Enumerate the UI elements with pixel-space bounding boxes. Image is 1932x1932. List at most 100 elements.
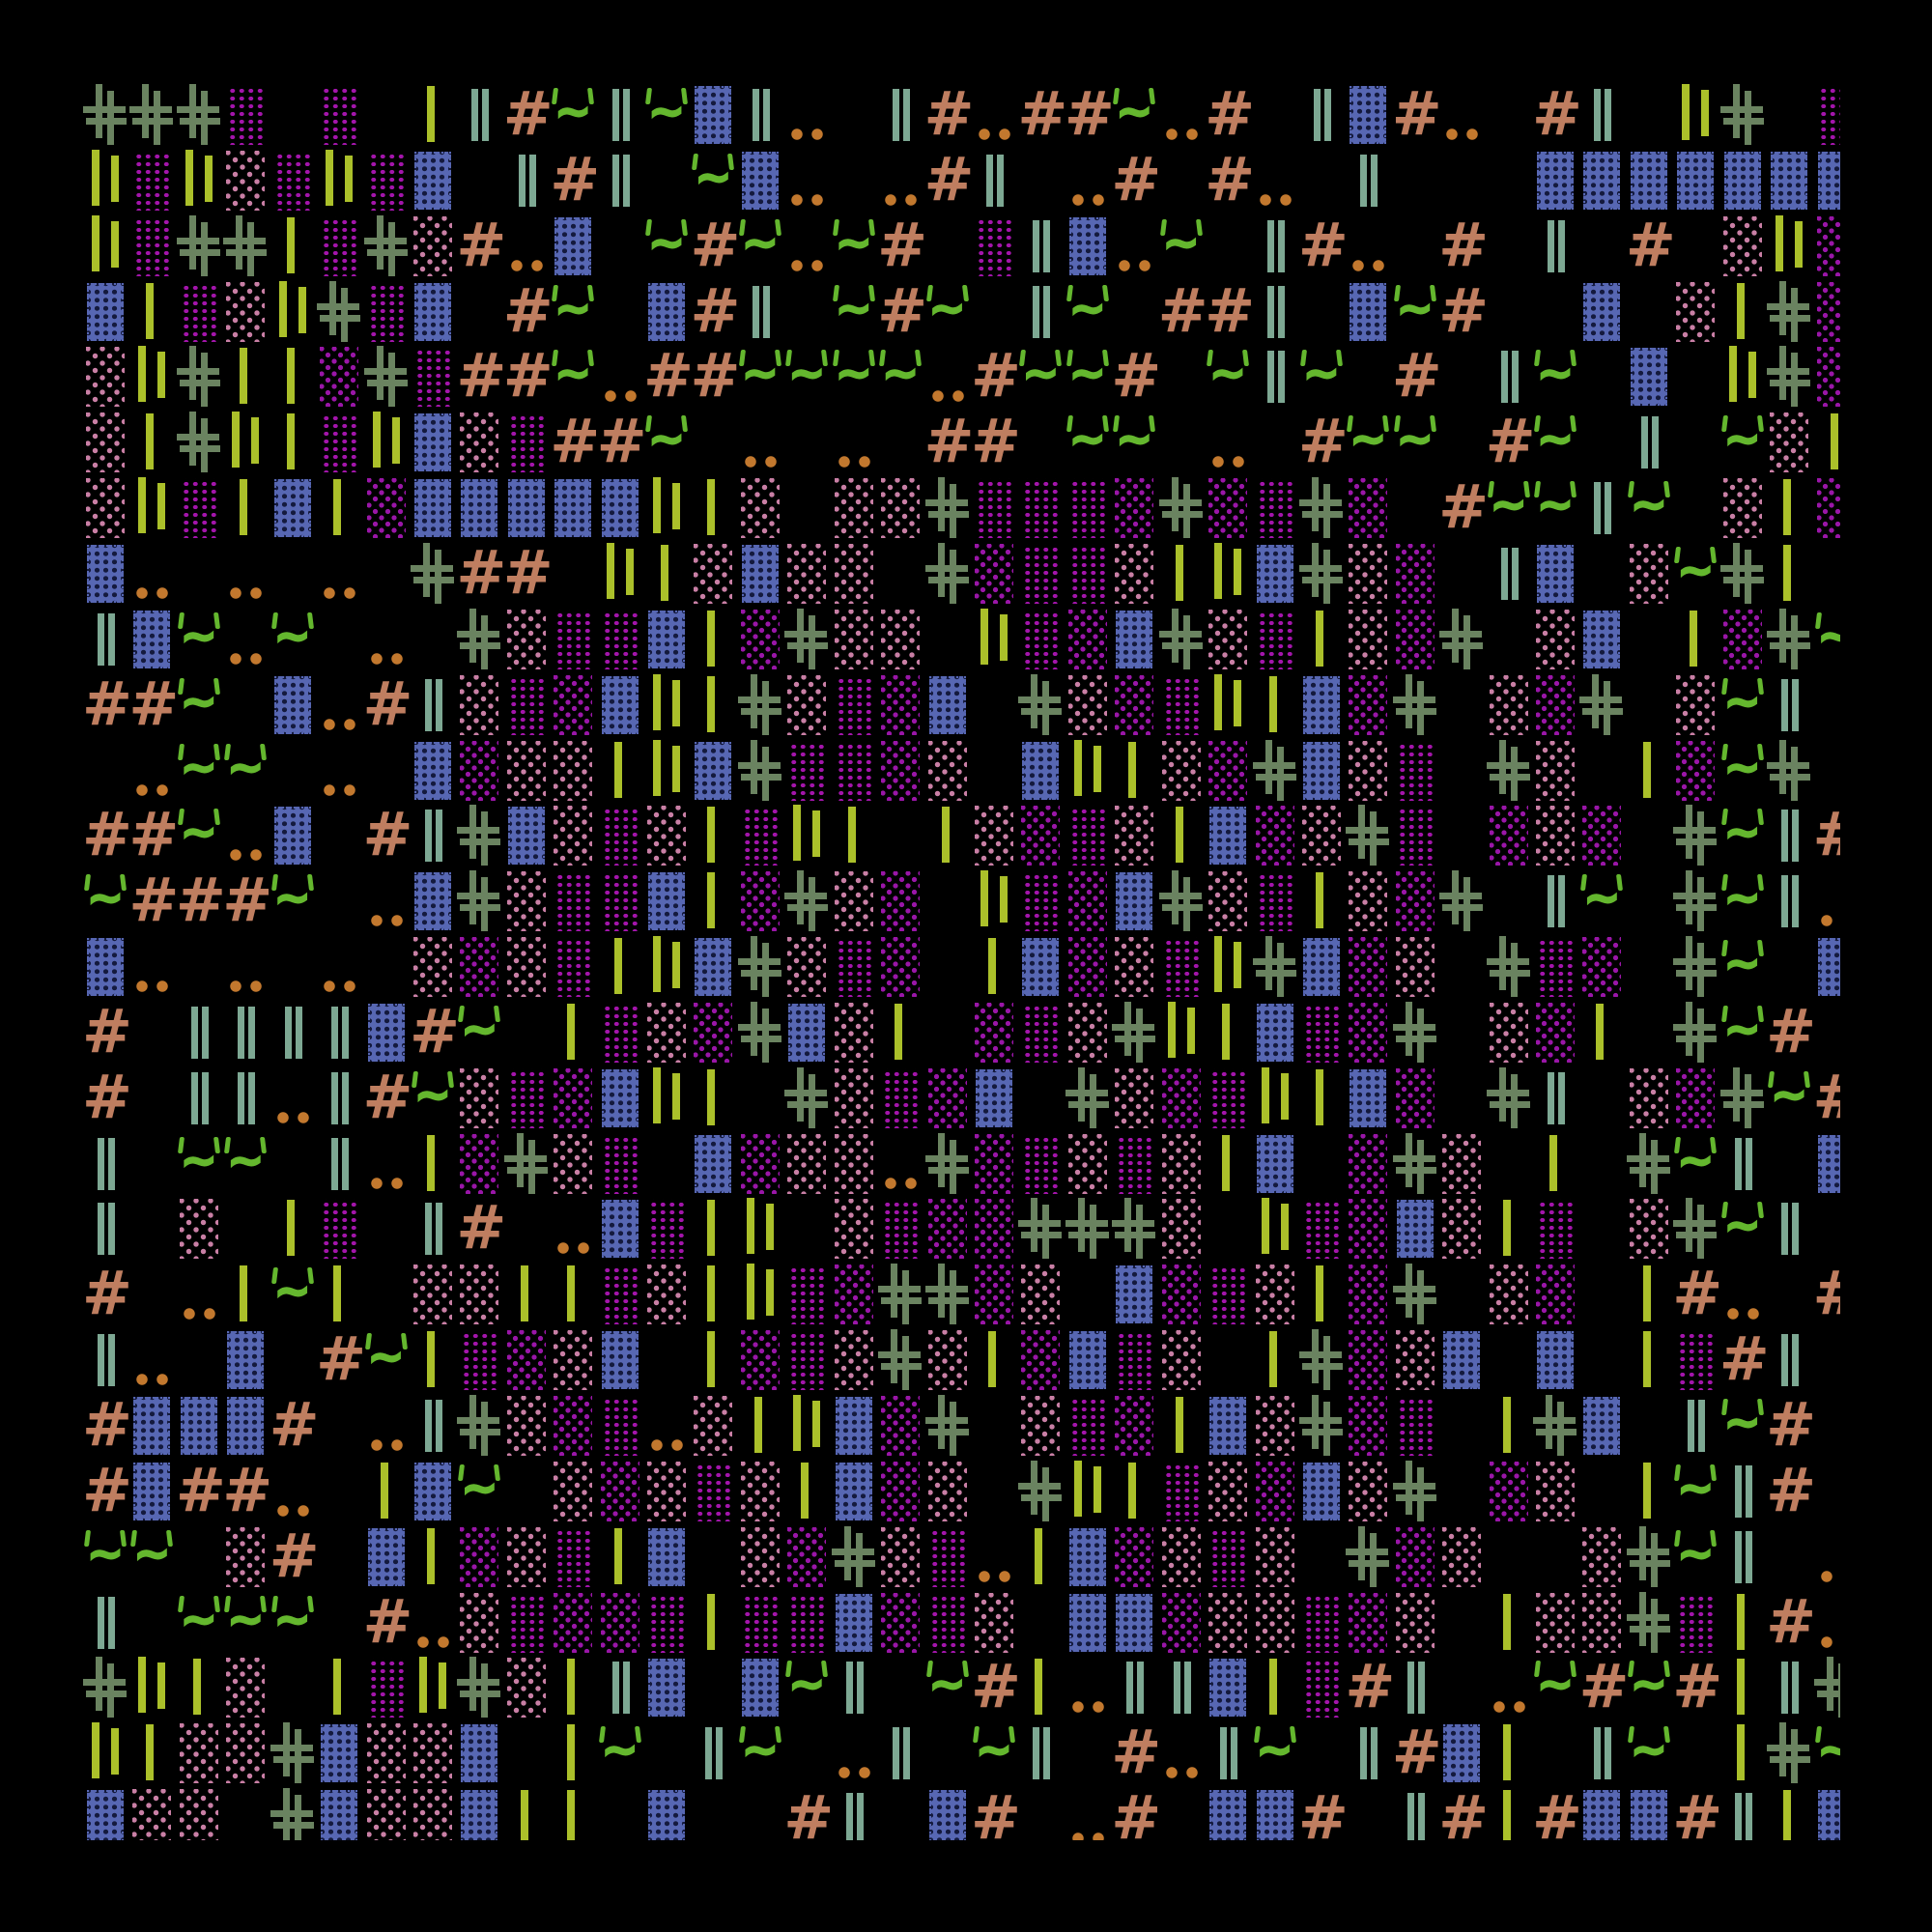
tilde-squiggle-glyph: ~ [1766, 1065, 1812, 1131]
hash-glyph: # [456, 536, 507, 608]
blue-check-block-glyph [1537, 151, 1575, 210]
blue-check-block-glyph [554, 216, 592, 275]
hash-glyph: # [1485, 406, 1536, 477]
teal-double-bar-glyph [736, 82, 783, 148]
teal-double-bar-glyph [82, 606, 128, 672]
magenta-dot-block-glyph [554, 1526, 593, 1587]
cross-stitch-glyph [316, 278, 363, 345]
pink-checker-block-glyph [787, 1133, 827, 1194]
tilde-squiggle-glyph: ~ [877, 344, 923, 410]
olive-bar-pair-glyph [643, 1065, 691, 1131]
hash-glyph: # [1672, 1651, 1723, 1722]
blue-check-block-glyph [1068, 1527, 1106, 1586]
purple-checker-block-glyph [740, 871, 780, 932]
olive-bar-glyph [1017, 1523, 1065, 1590]
pink-checker-block-glyph [460, 412, 499, 473]
tilde-squiggle-glyph: ~ [410, 1065, 456, 1131]
magenta-dot-block-glyph [834, 674, 873, 735]
orange-dot-pair-glyph [1345, 213, 1392, 279]
purple-checker-block-glyph [1349, 1199, 1388, 1260]
magenta-dot-block-glyph [1395, 1396, 1435, 1456]
olive-bar-glyph [316, 475, 363, 542]
orange-dot-pair-glyph [316, 671, 363, 738]
hash-glyph: # [82, 1258, 132, 1329]
olive-bar-glyph [409, 82, 456, 148]
tilde-squiggle-glyph: ~ [1532, 475, 1578, 541]
purple-checker-block-glyph [1161, 1592, 1201, 1653]
hash-glyph: # [502, 274, 554, 346]
orange-dot-pair-glyph [502, 213, 550, 279]
pink-checker-block-glyph [1349, 543, 1388, 604]
blue-check-block-glyph [1209, 1659, 1247, 1718]
tilde-squiggle-glyph: ~ [1813, 607, 1840, 672]
pink-checker-block-glyph [226, 1658, 266, 1719]
purple-checker-block-glyph [1582, 937, 1622, 998]
purple-checker-block-glyph [460, 1133, 499, 1194]
blue-check-block-glyph [928, 1790, 966, 1840]
blue-check-block-glyph [133, 610, 171, 668]
olive-bar-glyph [502, 1262, 550, 1328]
olive-bar-pair-glyph [82, 147, 128, 213]
olive-bar-glyph [1672, 606, 1719, 672]
pink-checker-block-glyph [226, 150, 266, 211]
olive-bar-glyph [690, 1589, 737, 1656]
blue-check-block-glyph [133, 1397, 171, 1455]
purple-checker-block-glyph [1115, 1396, 1154, 1456]
magenta-dot-block-glyph [600, 806, 639, 867]
olive-bar-glyph [596, 1523, 643, 1590]
olive-bar-glyph [970, 1327, 1017, 1394]
teal-double-bar-glyph [1017, 278, 1065, 345]
olive-bar-pair-glyph [1251, 1065, 1298, 1131]
blue-check-block-glyph [1068, 216, 1106, 275]
olive-bar-glyph [643, 540, 691, 607]
pink-checker-block-glyph [132, 1789, 172, 1840]
magenta-dot-block-glyph [460, 1330, 499, 1391]
orange-dot-pair-glyph [596, 344, 643, 411]
blue-check-block-glyph [835, 1593, 872, 1652]
teal-double-bar-glyph [877, 82, 924, 148]
purple-checker-block-glyph [554, 674, 593, 735]
purple-checker-block-glyph [881, 871, 921, 932]
purple-checker-block-glyph [1349, 1002, 1388, 1063]
pink-checker-block-glyph [834, 1199, 873, 1260]
olive-bar-glyph [690, 868, 737, 935]
olive-bar-pair-glyph [643, 475, 691, 542]
tilde-squiggle-glyph: ~ [1672, 1459, 1719, 1524]
pink-checker-block-glyph [226, 1526, 266, 1587]
orange-dot-pair-glyph [877, 1130, 924, 1197]
orange-dot-pair-glyph [1812, 868, 1840, 935]
hash-glyph: # [690, 209, 741, 280]
cross-stitch-glyph [783, 1065, 831, 1131]
tilde-squiggle-glyph: ~ [1205, 344, 1251, 410]
olive-bar-pair-glyph [362, 410, 410, 476]
teal-double-bar-glyph [175, 1065, 222, 1131]
magenta-dot-block-glyph [366, 281, 406, 342]
teal-double-bar-glyph [970, 147, 1017, 213]
pink-checker-block-glyph [1349, 740, 1388, 801]
pink-checker-block-glyph [1021, 1264, 1061, 1325]
pink-checker-block-glyph [1582, 1592, 1622, 1653]
olive-bar-glyph [1251, 1327, 1298, 1394]
tilde-squiggle-glyph: ~ [222, 1131, 269, 1197]
olive-bar-glyph [1719, 1589, 1766, 1656]
olive-bar-pair-glyph [783, 803, 831, 869]
olive-bar-glyph [690, 475, 737, 542]
blue-check-block-glyph [1068, 1331, 1106, 1390]
pink-checker-block-glyph [927, 1461, 967, 1521]
pink-checker-block-glyph [412, 1723, 452, 1784]
hash-glyph: # [1672, 1782, 1723, 1840]
tilde-squiggle-glyph: ~ [737, 1720, 783, 1786]
magenta-dot-block-glyph [834, 740, 873, 801]
blue-check-block-glyph [554, 479, 592, 538]
blue-check-block-glyph [648, 610, 686, 668]
tilde-squiggle-glyph: ~ [971, 1720, 1017, 1786]
olive-bar-pair-glyph [82, 213, 128, 279]
cross-stitch-glyph [923, 1262, 971, 1328]
tilde-squiggle-glyph: ~ [1719, 672, 1766, 738]
pink-checker-block-glyph [554, 1461, 593, 1521]
hash-glyph: # [175, 865, 226, 936]
orange-dot-pair-glyph [1111, 213, 1158, 279]
teal-double-bar-glyph [1345, 1720, 1392, 1787]
magenta-dot-block-glyph [554, 937, 593, 998]
orange-dot-pair-glyph [1157, 1720, 1205, 1787]
